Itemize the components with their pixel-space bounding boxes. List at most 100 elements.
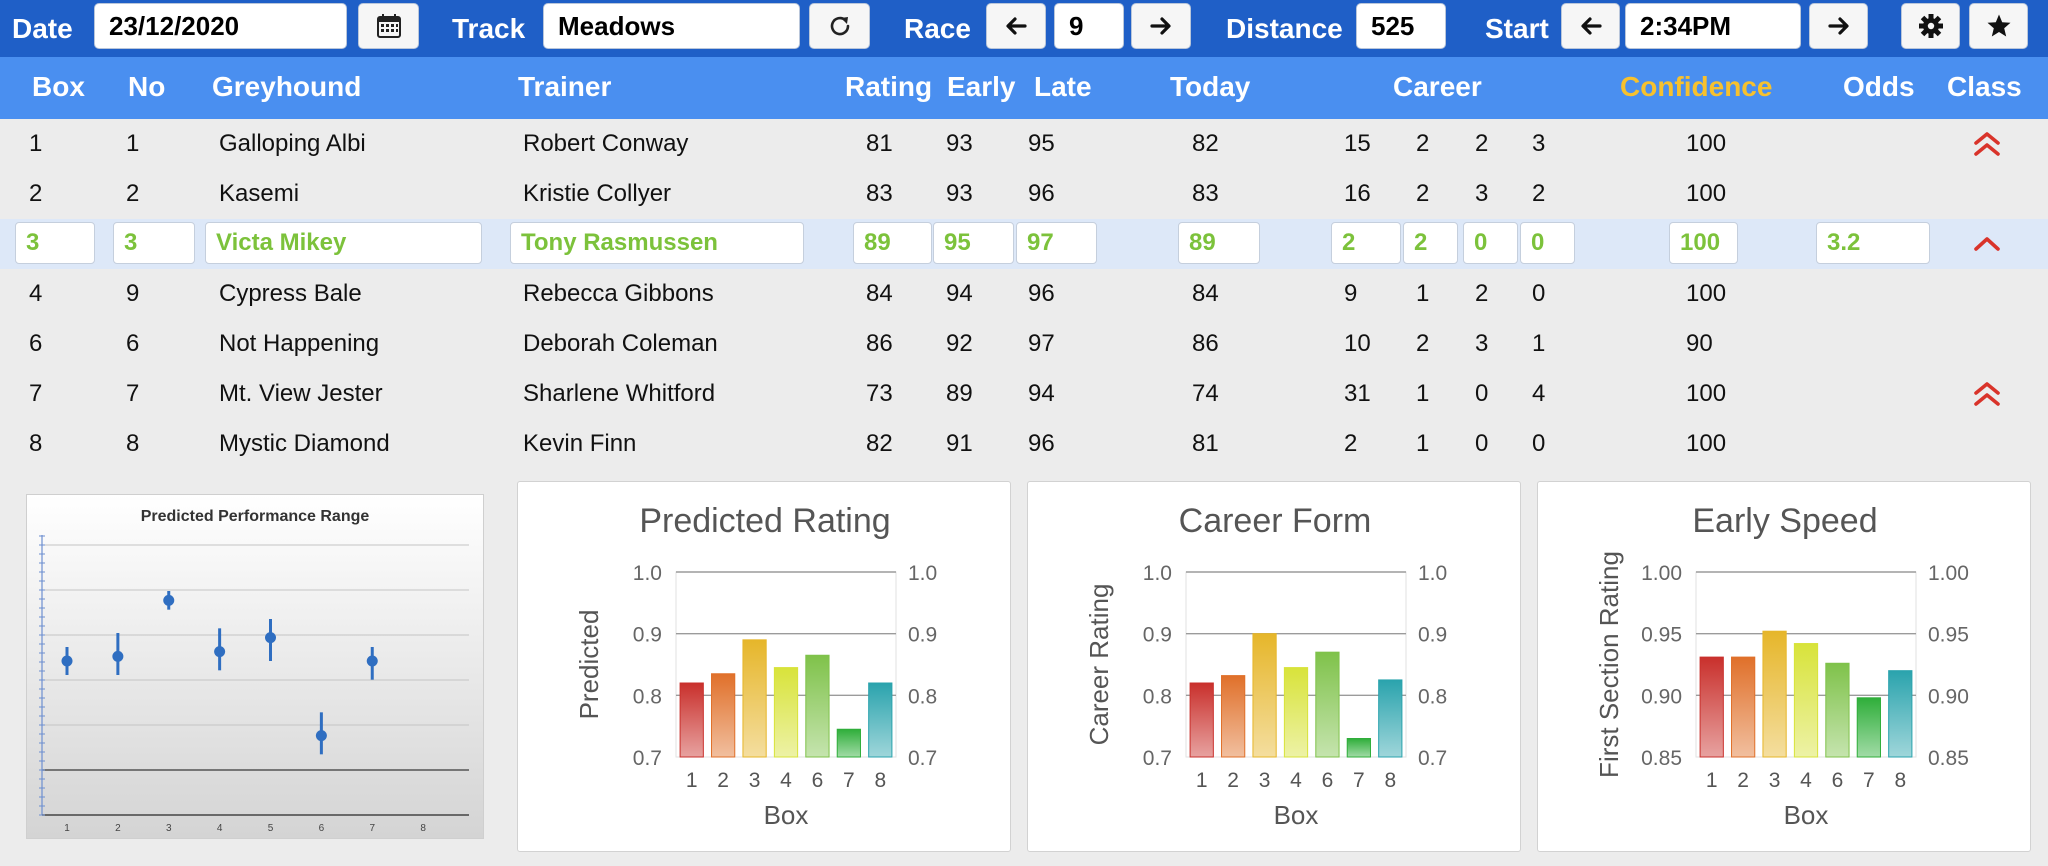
race-number-field[interactable]: 9	[1054, 3, 1124, 49]
col-header-confidence[interactable]: Confidence	[1620, 71, 1773, 102]
performance-range-chart[interactable]: Predicted Performance Range 1 2 3 4 5 6 7 8	[26, 494, 484, 839]
x-tick-label: 6	[812, 769, 824, 792]
x-tick-label: 7	[1353, 769, 1365, 792]
today-cell: 81	[1192, 430, 1219, 457]
start-label: Start	[1485, 13, 1549, 44]
confidence-cell: 100	[1686, 430, 1727, 457]
greyhound-cell[interactable]: Mt. View Jester	[219, 380, 383, 407]
calendar-button[interactable]	[358, 3, 419, 49]
range-point-box-6	[315, 730, 327, 742]
greyhound-cell[interactable]: Kasemi	[219, 180, 300, 207]
no-cell: 1	[126, 130, 140, 157]
bar-box-2	[1221, 675, 1246, 758]
early-cell: 92	[946, 330, 973, 357]
table-row-selected[interactable]: 3 3 Victa Mikey Tony Rasmussen 89 95 97 …	[0, 219, 2048, 269]
early-cell[interactable]: 95	[933, 222, 1014, 264]
greyhound-cell[interactable]: Cypress Bale	[219, 280, 362, 307]
col-header-early[interactable]: Early	[947, 71, 1016, 102]
predicted-rating-chart[interactable]: Predicted Rating 0.7 0.7 0.8 0.8 0.9 0.9 1.0 1.0…	[517, 481, 1011, 852]
y-axis-label: Predicted	[574, 610, 604, 720]
career-starts-cell[interactable]: 2	[1331, 222, 1401, 264]
bar-box-2	[711, 673, 736, 758]
bar-box-1	[679, 682, 704, 758]
late-cell: 96	[1028, 280, 1055, 307]
settings-button[interactable]	[1901, 3, 1960, 49]
no-cell[interactable]: 3	[113, 222, 195, 264]
confidence-cell[interactable]: 100	[1669, 222, 1738, 264]
start-prev-button[interactable]	[1561, 3, 1620, 49]
late-cell[interactable]: 97	[1016, 222, 1097, 264]
x-tick-label: 2	[115, 823, 121, 834]
bar-box-4	[773, 667, 799, 758]
y-axis-label: Career Rating	[1084, 584, 1114, 746]
career-wins-cell: 2	[1416, 180, 1430, 207]
date-field[interactable]: 23/12/2020	[94, 3, 347, 49]
star-icon	[1986, 13, 2012, 39]
odds-cell[interactable]: 3.2	[1816, 222, 1930, 264]
career-seconds-cell: 3	[1475, 180, 1489, 207]
table-row[interactable]: 4 9 Cypress Bale Rebecca Gibbons 84 94 9…	[0, 269, 2048, 319]
start-next-button[interactable]	[1809, 3, 1868, 49]
greyhound-cell[interactable]: Not Happening	[219, 330, 380, 357]
col-header-rating[interactable]: Rating	[845, 71, 933, 102]
early-cell: 94	[946, 280, 973, 307]
rating-cell[interactable]: 89	[853, 222, 932, 264]
x-tick-label: 1	[1706, 769, 1718, 792]
today-cell[interactable]: 89	[1178, 222, 1260, 264]
start-time-field[interactable]: 2:34PM	[1625, 3, 1801, 49]
y-tick-label-right: 1.0	[1418, 562, 1447, 585]
x-tick-label: 2	[717, 769, 729, 792]
career-form-chart[interactable]: Career Form 0.7 0.7 0.8 0.8 0.9 0.9 1.0 1.0 1 2 3 4 6…	[1027, 481, 1521, 852]
col-header-greyhound[interactable]: Greyhound	[212, 71, 362, 102]
col-header-trainer[interactable]: Trainer	[518, 71, 612, 102]
col-header-box[interactable]: Box	[32, 71, 85, 102]
y-tick-label-right: 1.00	[1928, 562, 1969, 585]
greyhound-cell[interactable]: Victa Mikey	[205, 222, 482, 264]
col-header-today[interactable]: Today	[1170, 71, 1251, 102]
col-header-late[interactable]: Late	[1034, 71, 1092, 102]
arrow-right-icon	[1826, 13, 1852, 39]
x-tick-label: 3	[749, 769, 761, 792]
table-row[interactable]: 8 8 Mystic Diamond Kevin Finn 82 91 96 8…	[0, 419, 2048, 469]
today-cell: 86	[1192, 330, 1219, 357]
greyhound-cell[interactable]: Mystic Diamond	[219, 430, 390, 457]
arrow-right-icon	[1148, 13, 1174, 39]
career-starts-cell: 10	[1344, 330, 1371, 357]
table-row[interactable]: 7 7 Mt. View Jester Sharlene Whitford 73…	[0, 369, 2048, 419]
favorite-button[interactable]	[1969, 3, 2028, 49]
range-point-box-7	[366, 655, 378, 667]
career-seconds-cell: 3	[1475, 330, 1489, 357]
col-header-odds[interactable]: Odds	[1843, 71, 1915, 102]
x-tick-label: 5	[268, 823, 274, 834]
y-tick-label-left: 0.90	[1641, 685, 1682, 708]
col-header-no[interactable]: No	[128, 71, 166, 102]
race-next-button[interactable]	[1131, 3, 1191, 49]
col-header-career[interactable]: Career	[1393, 71, 1482, 102]
greyhound-cell[interactable]: Galloping Albi	[219, 130, 366, 157]
box-cell[interactable]: 3	[15, 222, 95, 264]
chart-title: Early Speed	[1692, 502, 1877, 540]
career-seconds-cell[interactable]: 0	[1463, 222, 1518, 264]
distance-field[interactable]: 525	[1356, 3, 1446, 49]
col-header-class[interactable]: Class	[1947, 71, 2022, 102]
track-field[interactable]: Meadows	[543, 3, 800, 49]
trainer-cell[interactable]: Tony Rasmussen	[510, 222, 804, 264]
early-cell: 93	[946, 130, 973, 157]
bar-box-8	[868, 682, 893, 758]
career-wins-cell[interactable]: 2	[1403, 222, 1458, 264]
table-row[interactable]: 1 1 Galloping Albi Robert Conway 81 93 9…	[0, 119, 2048, 169]
top-toolbar: Date 23/12/2020 Track Meadows Race	[0, 0, 2048, 57]
x-tick-label: 4	[1290, 769, 1302, 792]
race-prev-button[interactable]	[986, 3, 1046, 49]
early-speed-chart[interactable]: Early Speed 0.85 0.85 0.90 0.90 0.95 0.95 1.00 1…	[1537, 481, 2031, 852]
table-row[interactable]: 2 2 Kasemi Kristie Collyer 83 93 96 83 1…	[0, 169, 2048, 219]
chevron-up-icon	[1972, 219, 2002, 269]
table-row[interactable]: 6 6 Not Happening Deborah Coleman 86 92 …	[0, 319, 2048, 369]
career-thirds-cell[interactable]: 0	[1520, 222, 1575, 264]
refresh-button[interactable]	[809, 3, 870, 49]
trainer-cell: Kristie Collyer	[523, 180, 672, 207]
trainer-cell: Kevin Finn	[523, 430, 637, 457]
early-cell: 93	[946, 180, 973, 207]
career-starts-cell: 2	[1344, 430, 1358, 457]
race-label: Race	[904, 13, 971, 44]
